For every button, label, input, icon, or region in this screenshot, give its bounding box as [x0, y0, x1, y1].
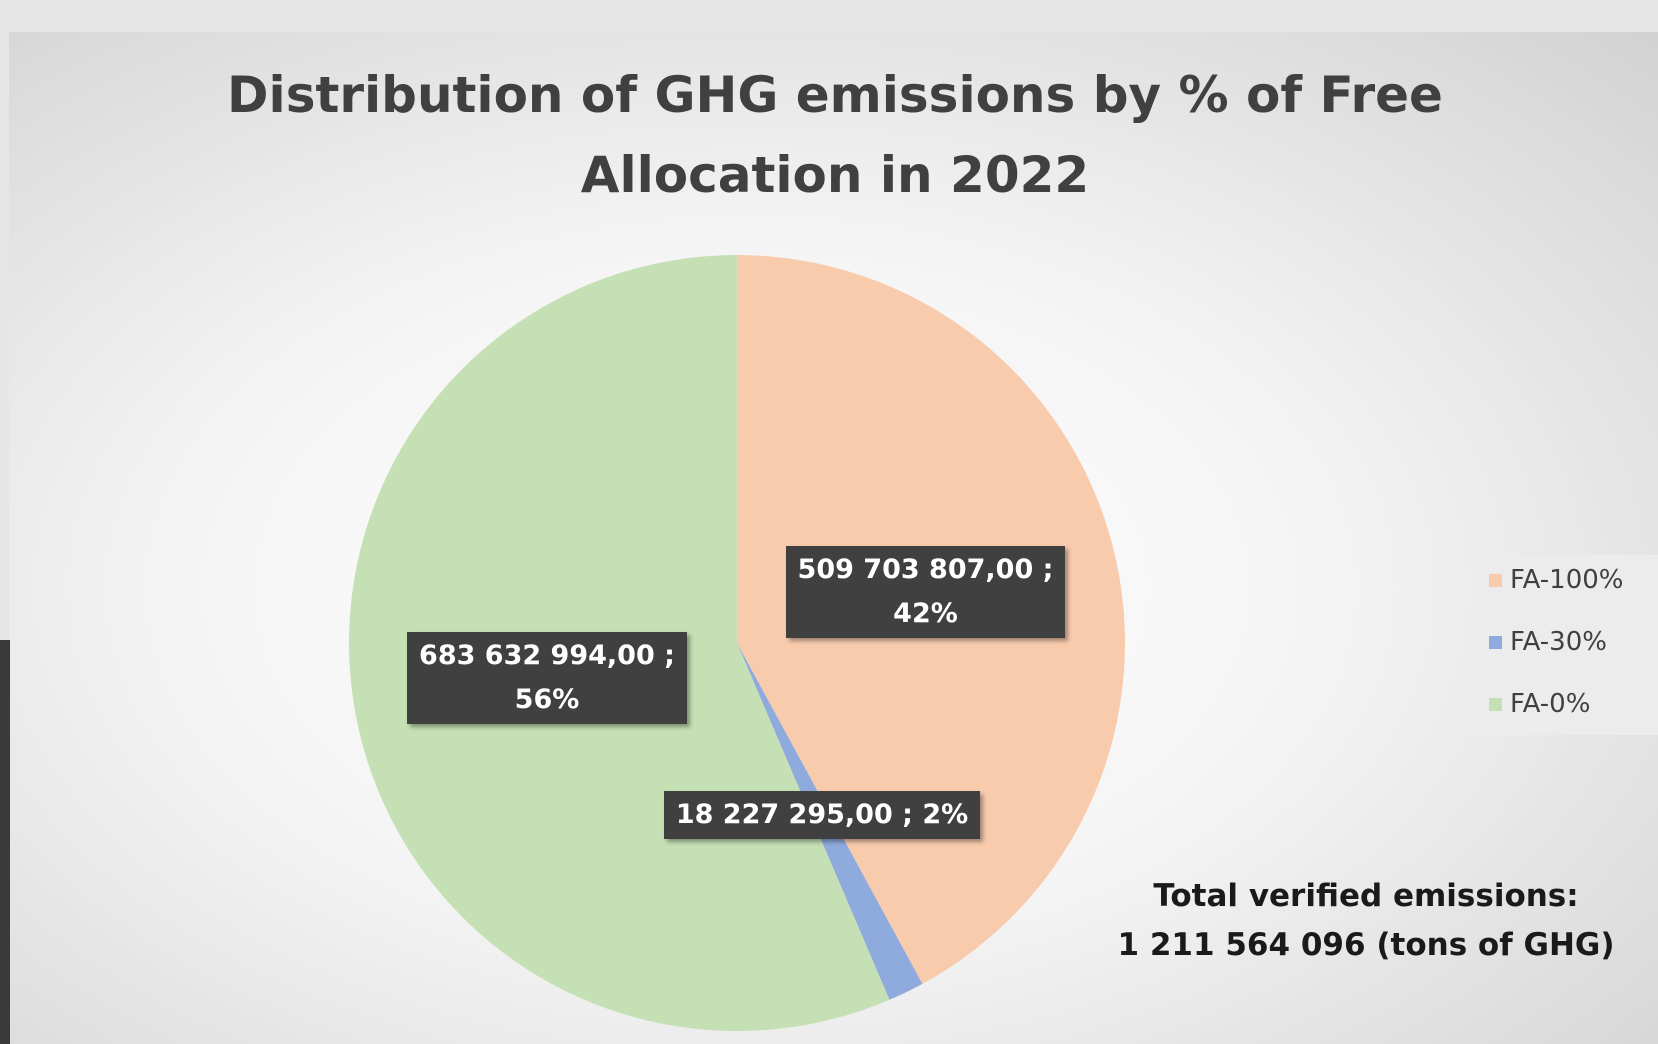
- legend-item: FA-0%: [1489, 689, 1590, 719]
- data-label: 18 227 295,00 ; 2%: [664, 791, 980, 839]
- legend-swatch: [1489, 574, 1502, 587]
- legend: FA-100% FA-30% FA-0%: [1475, 555, 1658, 735]
- legend-item: FA-30%: [1489, 627, 1607, 657]
- legend-label: FA-0%: [1510, 689, 1590, 719]
- data-label: 509 703 807,00 ; 42%: [786, 546, 1065, 638]
- screenshot: Distribution of GHG emissions by % of Fr…: [0, 0, 1658, 1044]
- legend-item: FA-100%: [1489, 565, 1624, 595]
- legend-label: FA-100%: [1510, 565, 1624, 595]
- chart-title: Distribution of GHG emissions by % of Fr…: [225, 55, 1445, 215]
- legend-swatch: [1489, 636, 1502, 649]
- data-label: 683 632 994,00 ; 56%: [407, 632, 687, 724]
- legend-label: FA-30%: [1510, 627, 1607, 657]
- annotation: Total verified emissions:: [1086, 878, 1646, 914]
- legend-swatch: [1489, 698, 1502, 711]
- annotation: 1 211 564 096 (tons of GHG): [1086, 927, 1646, 963]
